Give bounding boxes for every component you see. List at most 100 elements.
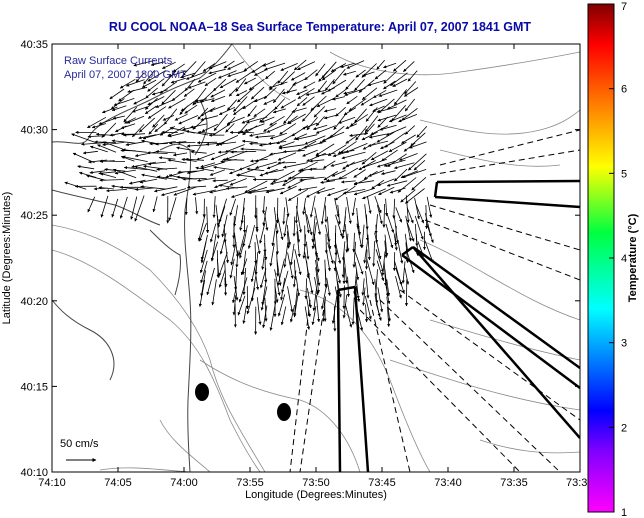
svg-text:Latitude (Degrees:Minutes): Latitude (Degrees:Minutes) xyxy=(1,192,13,325)
current-arrow xyxy=(232,286,237,304)
current-arrow xyxy=(287,176,315,180)
current-arrow xyxy=(254,266,260,291)
current-arrow xyxy=(86,174,106,181)
current-arrow xyxy=(182,177,207,181)
current-arrow xyxy=(342,70,356,76)
current-arrow xyxy=(333,305,337,332)
current-arrow xyxy=(323,171,339,181)
current-arrow xyxy=(134,151,158,158)
current-arrow xyxy=(272,170,295,183)
current-arrow xyxy=(256,297,262,326)
current-arrow xyxy=(219,78,237,89)
current-arrow xyxy=(139,178,158,184)
current-arrow xyxy=(341,241,346,261)
current-arrow xyxy=(267,141,287,146)
current-arrow xyxy=(390,72,408,87)
current-arrow xyxy=(238,233,246,256)
current-arrow xyxy=(351,197,356,217)
current-arrow xyxy=(261,250,266,270)
current-arrow xyxy=(224,240,230,264)
current-arrow xyxy=(235,78,247,92)
current-arrow xyxy=(147,96,165,106)
current-arrow xyxy=(230,150,257,154)
current-arrow xyxy=(295,205,302,233)
current-arrow xyxy=(246,287,256,315)
current-arrow xyxy=(102,106,118,114)
current-arrow xyxy=(321,69,337,81)
current-arrow xyxy=(376,59,386,70)
current-arrow xyxy=(360,96,375,106)
current-arrow xyxy=(416,126,428,138)
current-arrow xyxy=(217,259,221,278)
current-arrow xyxy=(404,125,416,135)
current-arrow xyxy=(349,132,368,137)
current-arrow xyxy=(368,133,387,139)
current-arrow xyxy=(147,161,167,166)
current-arrow xyxy=(377,204,383,225)
current-arrow xyxy=(229,178,247,186)
current-arrow xyxy=(196,141,218,145)
current-arrow xyxy=(122,148,147,153)
current-arrow xyxy=(386,180,408,187)
current-arrow xyxy=(127,86,148,93)
current-arrow xyxy=(293,294,299,318)
current-arrow xyxy=(404,267,410,285)
current-arrow xyxy=(167,158,187,164)
current-arrow xyxy=(226,116,245,125)
current-arrow xyxy=(214,178,236,189)
current-arrow xyxy=(178,115,199,125)
current-arrow xyxy=(266,123,287,133)
current-arrow xyxy=(97,144,117,153)
current-arrow xyxy=(147,78,165,92)
current-arrow xyxy=(353,180,375,185)
current-arrow xyxy=(180,72,196,79)
current-arrow xyxy=(162,115,175,121)
x-tick-label: 73:55 xyxy=(236,477,264,489)
current-arrow xyxy=(332,96,345,101)
current-arrow xyxy=(321,87,336,95)
current-arrow xyxy=(250,158,268,163)
current-arrow xyxy=(87,134,106,139)
current-arrow xyxy=(264,213,269,231)
current-arrow xyxy=(246,167,265,172)
sampling-transects xyxy=(336,179,580,472)
current-arrow xyxy=(413,160,426,171)
current-arrow xyxy=(315,116,325,127)
current-arrow xyxy=(165,171,185,179)
current-arrow xyxy=(218,198,227,223)
current-arrow xyxy=(274,98,286,110)
current-arrow xyxy=(327,242,334,264)
current-arrow xyxy=(335,106,346,117)
current-arrow xyxy=(289,243,295,266)
current-arrow xyxy=(89,145,108,153)
current-arrow xyxy=(250,86,265,100)
current-arrow xyxy=(302,96,315,106)
current-arrow xyxy=(233,96,248,112)
current-arrow xyxy=(388,114,407,123)
current-arrow xyxy=(259,107,277,123)
current-arrow xyxy=(300,161,318,172)
current-arrow xyxy=(338,116,356,124)
current-arrow xyxy=(385,198,389,217)
current-arrow xyxy=(268,81,288,89)
current-arrow xyxy=(100,195,109,218)
current-arrow xyxy=(241,117,256,124)
current-arrow xyxy=(283,213,289,237)
current-arrow xyxy=(208,68,226,75)
current-arrow xyxy=(151,89,168,96)
current-arrow xyxy=(354,108,367,123)
current-arrow xyxy=(297,167,317,173)
current-arrow xyxy=(402,169,427,179)
current-arrow xyxy=(277,161,297,165)
current-arrow xyxy=(111,105,127,112)
current-arrow xyxy=(218,252,228,277)
current-arrow xyxy=(225,123,235,133)
current-arrow xyxy=(375,303,382,321)
current-arrow xyxy=(383,70,398,84)
current-arrow xyxy=(282,207,286,225)
current-arrow xyxy=(209,223,217,243)
current-arrow xyxy=(99,172,117,178)
current-arrow xyxy=(161,70,177,87)
current-arrow xyxy=(114,169,136,175)
current-arrow xyxy=(351,297,355,326)
